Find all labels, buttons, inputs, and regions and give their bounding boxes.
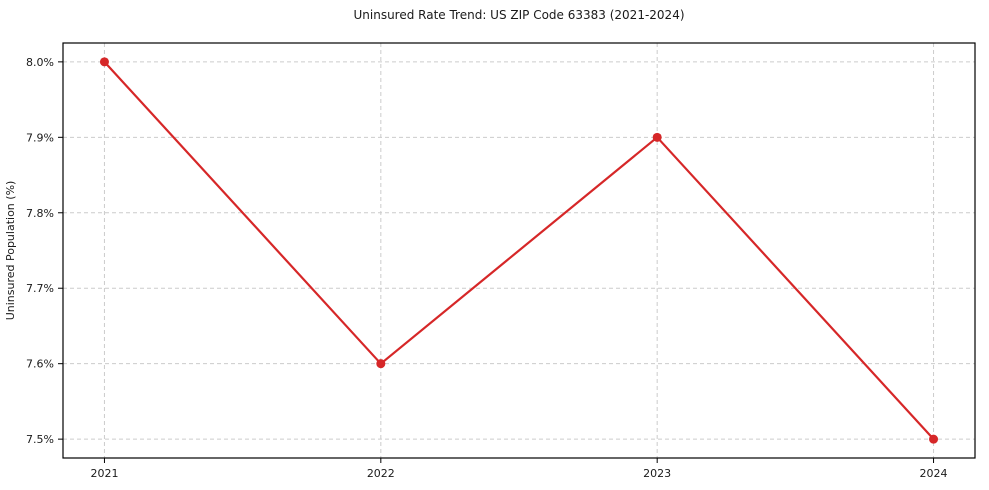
x-tick-label: 2022 xyxy=(367,467,395,480)
y-tick-label: 7.8% xyxy=(26,207,54,220)
chart-title: Uninsured Rate Trend: US ZIP Code 63383 … xyxy=(353,8,685,22)
y-axis-label: Uninsured Population (%) xyxy=(4,181,17,321)
y-tick-label: 7.7% xyxy=(26,282,54,295)
y-tick-label: 7.6% xyxy=(26,358,54,371)
data-point xyxy=(929,434,939,444)
y-tick-label: 7.5% xyxy=(26,433,54,446)
plot-border xyxy=(62,42,976,459)
y-tick-label: 8.0% xyxy=(26,56,54,69)
x-tick-label: 2023 xyxy=(643,467,671,480)
x-tick-label: 2024 xyxy=(920,467,948,480)
data-point xyxy=(376,359,386,369)
data-point xyxy=(652,132,662,142)
y-tick-label: 7.9% xyxy=(26,131,54,144)
data-point xyxy=(99,57,109,67)
trend-line xyxy=(103,60,935,441)
x-tick-label: 2021 xyxy=(90,467,118,480)
